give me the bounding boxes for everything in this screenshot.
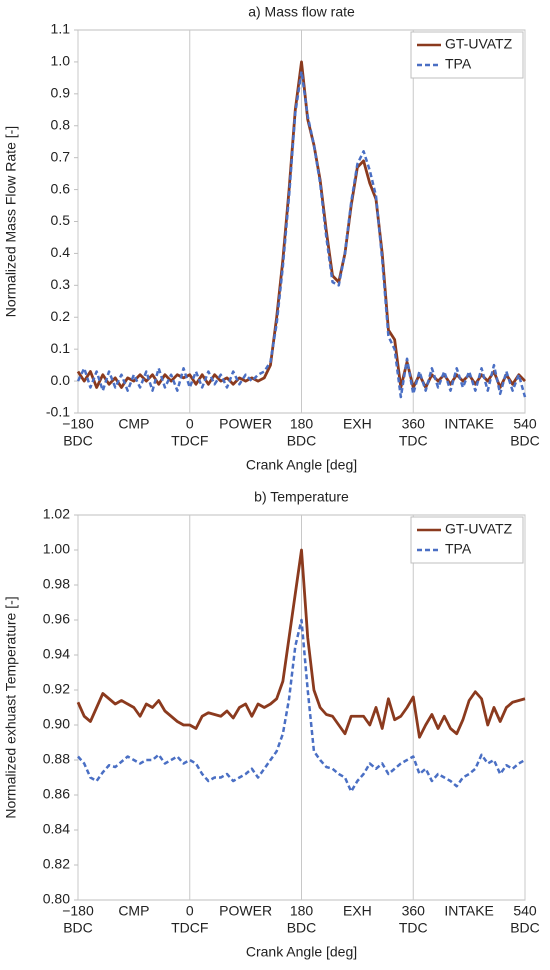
y-tick-label: 0.5 — [51, 212, 71, 228]
y-tick-label: 0.3 — [51, 276, 71, 292]
y-tick-label: 0.7 — [51, 148, 71, 164]
x-tick-sublabel: TDCF — [171, 433, 208, 449]
y-tick-label: 0.6 — [51, 180, 71, 196]
legend-box — [410, 31, 524, 79]
x-tick-label: 180 — [290, 903, 314, 919]
y-tick-label: 0.80 — [43, 891, 70, 907]
legend-label: GT-UVATZ — [445, 521, 513, 537]
y-tick-label: -0.1 — [46, 404, 70, 420]
legend-label: TPA — [445, 541, 472, 557]
legend-label: GT-UVATZ — [445, 36, 513, 52]
stroke-label: POWER — [219, 903, 272, 919]
y-tick-label: 0.82 — [43, 856, 70, 872]
chart: b) Temperature−180BDC0TDCF180BDC360TDC54… — [3, 489, 540, 960]
x-tick-sublabel: BDC — [63, 920, 93, 936]
x-tick-sublabel: BDC — [287, 920, 317, 936]
y-tick-label: 0.1 — [51, 340, 71, 356]
x-tick-sublabel: BDC — [63, 433, 93, 449]
chart-title: a) Mass flow rate — [248, 4, 355, 20]
series-line — [77, 618, 526, 793]
x-tick-label: 540 — [513, 416, 537, 432]
stroke-label: CMP — [118, 903, 149, 919]
y-tick-label: 0.88 — [43, 751, 70, 767]
stroke-label: EXH — [343, 903, 372, 919]
y-tick-label: 0.2 — [51, 308, 71, 324]
x-axis-title: Crank Angle [deg] — [246, 457, 357, 473]
x-tick-sublabel: BDC — [510, 920, 540, 936]
legend-label: TPA — [445, 56, 472, 72]
y-tick-label: 0.84 — [43, 821, 70, 837]
series-line — [76, 70, 527, 399]
chart: a) Mass flow rate−180BDC0TDCF180BDC360TD… — [3, 4, 540, 473]
x-tick-sublabel: BDC — [510, 433, 540, 449]
y-tick-label: 0.98 — [43, 576, 70, 592]
y-tick-label: 1.02 — [43, 506, 70, 522]
y-tick-label: 0.0 — [51, 372, 71, 388]
y-tick-label: 0.94 — [43, 646, 70, 662]
series-line — [76, 548, 526, 739]
x-tick-label: 540 — [513, 903, 537, 919]
legend-box — [410, 516, 524, 564]
series-line — [76, 60, 527, 389]
stroke-label: POWER — [219, 416, 272, 432]
x-tick-label: −180 — [62, 416, 94, 432]
x-tick-label: 0 — [186, 416, 194, 432]
stroke-label: INTAKE — [444, 416, 494, 432]
stroke-label: INTAKE — [444, 903, 494, 919]
y-tick-label: 0.96 — [43, 611, 70, 627]
x-tick-sublabel: TDCF — [171, 920, 208, 936]
x-tick-label: 360 — [402, 903, 426, 919]
x-tick-sublabel: TDC — [399, 920, 428, 936]
y-tick-label: 0.8 — [51, 116, 71, 132]
x-tick-label: 0 — [186, 903, 194, 919]
y-axis-title: Normalized Mass Flow Rate [-] — [3, 126, 19, 317]
y-tick-label: 0.4 — [51, 244, 71, 260]
y-tick-label: 0.9 — [51, 85, 71, 101]
y-tick-label: 0.92 — [43, 681, 70, 697]
x-tick-label: 180 — [290, 416, 314, 432]
x-tick-label: −180 — [62, 903, 94, 919]
y-tick-label: 1.00 — [43, 541, 70, 557]
y-tick-label: 1.0 — [51, 53, 71, 69]
x-axis-title: Crank Angle [deg] — [246, 944, 357, 960]
x-tick-sublabel: BDC — [287, 433, 317, 449]
y-tick-label: 1.1 — [51, 21, 71, 37]
stroke-label: CMP — [118, 416, 149, 432]
x-tick-label: 360 — [402, 416, 426, 432]
y-tick-label: 0.90 — [43, 716, 70, 732]
y-tick-label: 0.86 — [43, 786, 70, 802]
y-axis-title: Normalized exhuast Temperature [-] — [3, 596, 19, 818]
stroke-label: EXH — [343, 416, 372, 432]
x-tick-sublabel: TDC — [399, 433, 428, 449]
chart-title: b) Temperature — [254, 489, 349, 505]
